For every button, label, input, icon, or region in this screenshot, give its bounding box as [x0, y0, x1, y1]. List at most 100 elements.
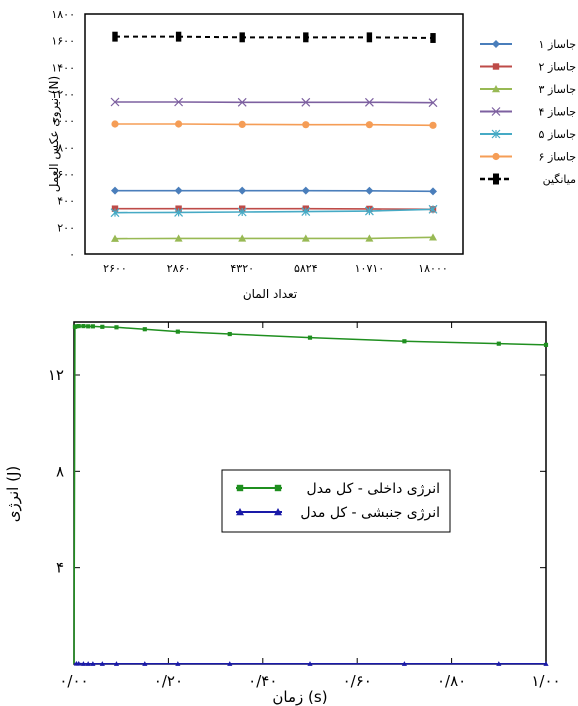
data-point [496, 341, 501, 346]
data-point [237, 97, 247, 107]
data-point [364, 206, 374, 216]
data-point [402, 339, 407, 344]
data-point [174, 207, 184, 217]
x-tick-label: ۰/۸۰ [437, 672, 466, 690]
data-point [111, 205, 119, 212]
data-point [239, 32, 245, 43]
legend-label: میانگین [543, 173, 577, 186]
data-point [429, 121, 437, 129]
y-tick-label: ۶۰۰ [57, 168, 75, 181]
legend-marker [491, 107, 501, 116]
legend-marker [493, 173, 499, 185]
legend-marker [492, 85, 500, 93]
y-tick-label: ۱۸۰۰ [51, 8, 75, 21]
data-point [307, 335, 313, 340]
x-tick-label: ۵۸۲۴ [294, 262, 318, 275]
data-point [76, 660, 82, 666]
data-point [81, 324, 86, 329]
x-tick-label: ۴۳۲۰ [230, 262, 254, 275]
legend-marker [492, 40, 500, 48]
data-point [429, 233, 437, 241]
data-point [365, 121, 373, 129]
data-point [174, 186, 183, 195]
legend-label: جاساز ۵ [539, 128, 576, 141]
y-tick-label: ۸ [56, 462, 64, 480]
data-point [227, 331, 232, 337]
data-point [307, 661, 313, 666]
series-line [115, 35, 434, 39]
data-point [227, 661, 233, 666]
data-point [76, 324, 81, 329]
data-point [100, 324, 105, 329]
y-axis-label: نیروی عکس العمل (N) [47, 76, 62, 192]
legend-marker [236, 508, 244, 516]
series-line [114, 208, 434, 214]
energy-chart: ۴ ۸ ۱۲ ۰/۰۰ ۰/۲۰ ۰/۴۰ ۰/۶۰ ۰/۸۰ ۱/۰۰ انرژی داخل… [4, 321, 561, 706]
legend-label: جاساز ۴ [539, 106, 576, 119]
data-point [85, 661, 91, 666]
y-tick-label: ۲۰۰ [57, 221, 75, 234]
data-point [366, 32, 373, 43]
data-point [302, 121, 310, 129]
data-point [238, 120, 246, 128]
data-point [90, 324, 95, 329]
data-point [175, 329, 180, 334]
data-point [428, 98, 438, 108]
data-point [238, 186, 247, 195]
x-tick-label: ۰/۲۰ [154, 672, 183, 690]
x-tick-label: ۱۸۰۰۰ [418, 262, 448, 275]
y-tick-label: ۱۴۰۰ [51, 61, 75, 74]
data-point [496, 661, 502, 666]
y-tick-label: ۴۰۰ [57, 195, 75, 208]
data-point [364, 97, 374, 107]
data-point [142, 327, 147, 332]
data-point [74, 324, 79, 329]
data-point [365, 186, 374, 195]
data-point [174, 97, 184, 107]
x-axis-label: زمان (s) [272, 688, 327, 706]
legend-marker [492, 152, 500, 161]
data-point [111, 234, 119, 242]
y-tick-label: ۱۲ [48, 366, 64, 384]
data-point [430, 33, 436, 43]
data-point [99, 661, 105, 666]
plot-frame [84, 13, 464, 255]
data-point [237, 207, 247, 217]
data-point [238, 234, 247, 242]
legend-marker [491, 129, 501, 139]
data-point [543, 661, 549, 666]
data-point [429, 187, 437, 196]
data-point [111, 120, 119, 128]
y-axis-label: انرژی (J) [4, 466, 22, 523]
series-line [115, 123, 434, 127]
data-point [112, 31, 118, 42]
data-point [301, 97, 311, 107]
data-point [175, 661, 181, 666]
data-point [90, 661, 96, 666]
data-point [80, 661, 87, 666]
data-point [428, 204, 438, 214]
legend-label: جاساز ۳ [539, 83, 576, 96]
data-point [303, 32, 309, 43]
reaction-force-chart: ۰ ۲۰۰ ۴۰۰ ۶۰۰ ۸۰۰ ۱۰۰۰ ۱۲۰۰ ۱۴۰۰ ۱۶۰۰ ۱۸۰۰ ۲۶۰۰ ۲۸… [47, 8, 577, 300]
legend-label: انرژی داخلی - کل مدل [307, 481, 440, 497]
series-line [114, 236, 434, 240]
x-axis-label: تعداد المان [243, 287, 297, 300]
x-tick-label: ۱۰۷۱۰ [355, 262, 385, 275]
legend-label: جاساز ۲ [539, 61, 576, 74]
x-tick-label: ۰/۶۰ [343, 672, 372, 690]
data-point [110, 97, 120, 107]
data-point [110, 208, 120, 218]
x-tick-label: ۰/۰۰ [59, 672, 88, 690]
data-point [175, 31, 182, 42]
data-point [543, 342, 549, 347]
data-point [174, 234, 183, 242]
data-point [114, 325, 119, 330]
data-point [301, 234, 310, 242]
y-tick-label: ۱۶۰۰ [51, 35, 75, 48]
x-tick-label: ۲۶۰۰ [103, 262, 127, 275]
data-point [301, 207, 311, 217]
data-point [86, 324, 91, 329]
series-line [115, 189, 434, 193]
x-tick-label: ۲۸۶۰ [167, 262, 191, 275]
